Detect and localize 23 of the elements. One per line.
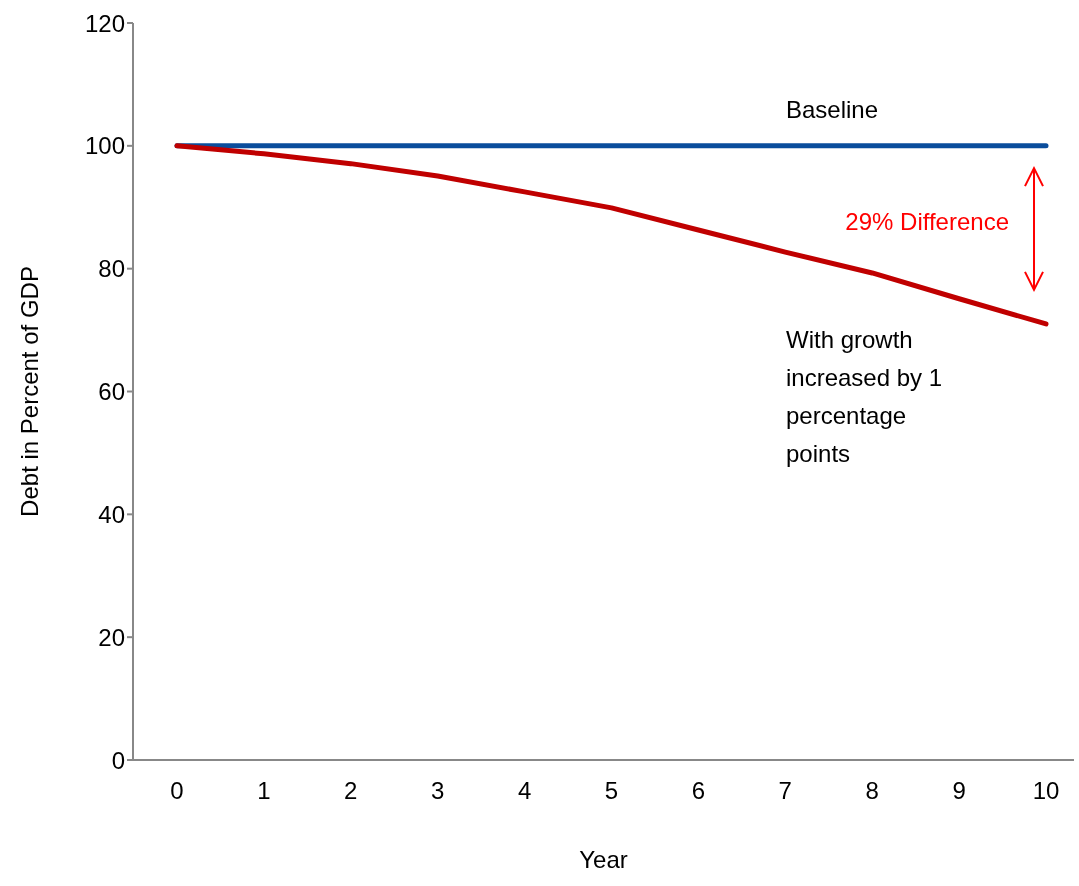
annotation: 29% Difference [845,208,1009,236]
x-tick-label: 0 [170,777,184,805]
x-tick-label: 1 [257,777,271,805]
x-axis-title: Year [579,846,628,873]
y-tick-label: 60 [98,378,125,406]
y-tick-label: 80 [98,255,125,283]
x-tick-label: 8 [865,777,879,805]
y-axis-title: Debt in Percent of GDP [16,266,43,517]
y-tick-label: 40 [98,500,125,528]
series-label: Baseline [786,95,879,123]
x-tick-label: 9 [952,777,966,805]
x-tick-label: 7 [778,777,792,805]
y-tick-label: 100 [84,132,125,160]
y-tick-label: 120 [84,9,125,37]
y-tick-label: 20 [98,623,125,651]
y-tick-label: 0 [111,746,125,774]
x-tick-label: 10 [1032,777,1060,805]
x-tick-label: 5 [604,777,619,805]
series-label: With growth increased by 1 percentage points [786,325,943,467]
x-tick-label: 3 [431,777,445,805]
x-tick-label: 4 [517,777,532,805]
x-tick-label: 6 [691,777,706,805]
x-tick-label: 2 [344,777,358,805]
